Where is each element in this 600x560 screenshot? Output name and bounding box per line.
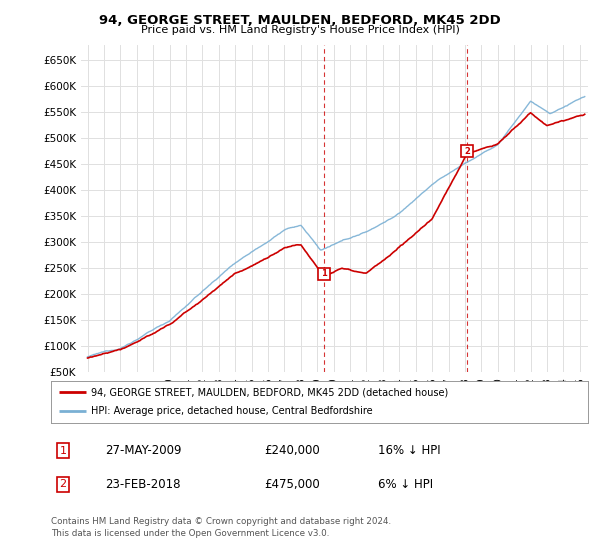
Text: Contains HM Land Registry data © Crown copyright and database right 2024.: Contains HM Land Registry data © Crown c…: [51, 517, 391, 526]
Text: 1: 1: [59, 446, 67, 456]
Text: 2: 2: [59, 479, 67, 489]
Text: 94, GEORGE STREET, MAULDEN, BEDFORD, MK45 2DD (detached house): 94, GEORGE STREET, MAULDEN, BEDFORD, MK4…: [91, 387, 449, 397]
Text: 2: 2: [464, 147, 470, 156]
Text: 23-FEB-2018: 23-FEB-2018: [105, 478, 181, 491]
Text: 27-MAY-2009: 27-MAY-2009: [105, 444, 182, 458]
Text: £475,000: £475,000: [264, 478, 320, 491]
Text: HPI: Average price, detached house, Central Bedfordshire: HPI: Average price, detached house, Cent…: [91, 407, 373, 417]
Text: Price paid vs. HM Land Registry's House Price Index (HPI): Price paid vs. HM Land Registry's House …: [140, 25, 460, 35]
Text: 16% ↓ HPI: 16% ↓ HPI: [378, 444, 440, 458]
Text: £240,000: £240,000: [264, 444, 320, 458]
Text: 94, GEORGE STREET, MAULDEN, BEDFORD, MK45 2DD: 94, GEORGE STREET, MAULDEN, BEDFORD, MK4…: [99, 14, 501, 27]
Text: 6% ↓ HPI: 6% ↓ HPI: [378, 478, 433, 491]
Text: This data is licensed under the Open Government Licence v3.0.: This data is licensed under the Open Gov…: [51, 529, 329, 538]
Text: 1: 1: [321, 269, 327, 278]
